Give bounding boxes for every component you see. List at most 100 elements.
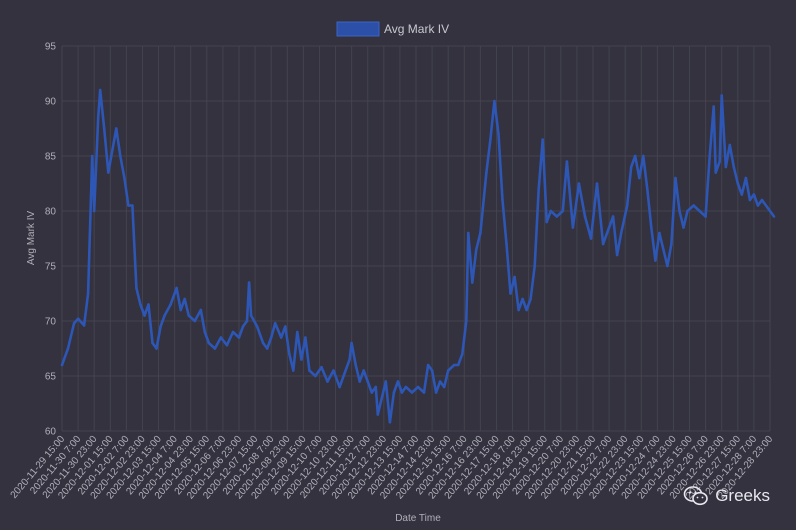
data-point <box>404 385 408 389</box>
data-point <box>670 242 673 246</box>
y-tick-label: 70 <box>45 317 57 328</box>
data-point <box>111 149 114 152</box>
y-tick-label: 75 <box>45 262 57 273</box>
data-point <box>615 253 619 257</box>
legend[interactable]: Avg Mark IV <box>336 21 449 37</box>
legend-swatch[interactable] <box>336 21 380 37</box>
data-point <box>344 369 347 372</box>
data-point <box>350 341 353 345</box>
data-point <box>139 303 142 306</box>
legend-label[interactable]: Avg Mark IV <box>384 22 449 36</box>
data-point <box>225 343 229 347</box>
data-point <box>255 325 259 328</box>
data-point <box>292 369 295 372</box>
data-point <box>314 374 317 378</box>
data-point <box>247 281 251 284</box>
data-point <box>358 380 362 383</box>
data-point <box>410 391 414 394</box>
data-point <box>288 352 291 356</box>
data-point <box>72 321 76 325</box>
data-point <box>724 165 728 169</box>
y-tick-label: 90 <box>45 97 57 108</box>
data-point <box>155 347 158 350</box>
data-point <box>674 176 677 180</box>
y-tick-label: 60 <box>45 427 57 438</box>
data-point <box>362 369 366 372</box>
data-point <box>147 303 150 306</box>
data-point <box>752 193 756 196</box>
data-point <box>533 264 536 268</box>
y-tick-label: 65 <box>45 372 57 383</box>
watermark-text: Greeks <box>715 486 770 505</box>
data-point <box>442 385 446 389</box>
data-point <box>416 385 420 389</box>
y-axis-title: Avg Mark IV <box>26 211 37 266</box>
data-point <box>467 231 470 235</box>
data-point <box>438 380 442 383</box>
data-point <box>529 297 532 301</box>
data-point <box>249 314 253 317</box>
data-point <box>179 308 182 312</box>
data-point <box>736 182 740 185</box>
series-layer <box>60 88 776 424</box>
data-point <box>565 160 569 163</box>
data-point <box>143 314 146 317</box>
data-point <box>662 248 665 251</box>
data-point <box>475 248 478 251</box>
data-point <box>400 391 404 394</box>
data-point <box>471 281 474 284</box>
data-point <box>545 220 548 224</box>
data-point <box>678 209 681 213</box>
data-point <box>744 176 748 180</box>
data-point <box>396 380 400 383</box>
data-point <box>131 204 134 207</box>
data-point <box>213 347 217 350</box>
data-point <box>692 204 695 207</box>
y-axis-ticks: 60 65 70 75 80 85 90 95 <box>45 42 57 438</box>
data-point <box>760 198 764 202</box>
grid <box>61 45 771 432</box>
data-point <box>718 160 721 163</box>
data-point <box>589 237 593 240</box>
data-point <box>619 231 623 235</box>
data-point <box>388 420 392 424</box>
data-point <box>207 341 211 345</box>
data-point <box>633 154 637 158</box>
data-point <box>772 215 776 218</box>
data-point <box>237 336 241 339</box>
data-point <box>175 286 178 290</box>
data-point <box>392 391 396 394</box>
data-point <box>332 369 335 372</box>
data-point <box>308 369 311 372</box>
data-point <box>521 297 524 301</box>
data-point <box>348 358 351 361</box>
x-axis-title: Date Time <box>395 513 441 524</box>
data-point <box>261 341 265 345</box>
data-point <box>66 347 70 350</box>
data-point <box>642 154 645 158</box>
data-point <box>380 396 384 400</box>
data-point <box>183 297 186 301</box>
data-point <box>169 303 172 306</box>
data-point <box>489 138 492 141</box>
data-point <box>265 347 269 350</box>
data-point <box>86 292 90 295</box>
data-point <box>714 171 717 174</box>
y-tick-label: 85 <box>45 152 57 163</box>
data-point <box>698 209 701 213</box>
data-point <box>537 187 540 191</box>
data-point <box>704 215 707 218</box>
data-point <box>493 99 496 103</box>
data-point <box>354 363 358 367</box>
data-point <box>505 242 508 246</box>
data-point <box>384 380 388 383</box>
data-point <box>601 242 605 246</box>
data-point <box>115 127 118 130</box>
data-point <box>452 363 456 367</box>
data-point <box>571 226 575 229</box>
data-point <box>90 154 94 158</box>
data-point <box>326 380 329 383</box>
data-point <box>728 143 732 147</box>
data-point <box>583 215 587 218</box>
